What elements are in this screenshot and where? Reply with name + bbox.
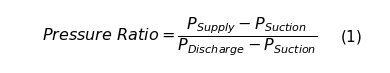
Text: $\mathit{Pressure\ Ratio} = \dfrac{P_{Supply} - P_{Suction}}{P_{Discharge} - P_{: $\mathit{Pressure\ Ratio} = \dfrac{P_{Su… [42, 15, 317, 58]
Text: $(1)$: $(1)$ [340, 28, 362, 45]
